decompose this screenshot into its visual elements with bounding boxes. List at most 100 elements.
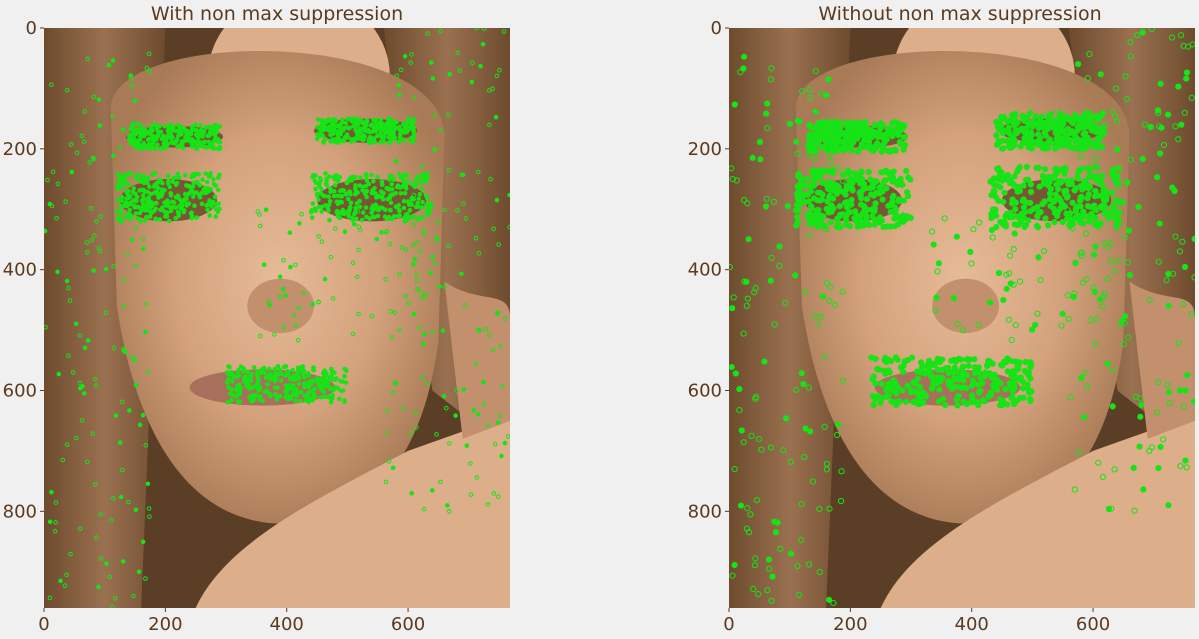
keypoint <box>1112 85 1120 92</box>
keypoint <box>971 398 978 406</box>
keypoint <box>73 321 79 327</box>
keypoint <box>294 371 300 377</box>
keypoint <box>268 393 273 399</box>
keypoint <box>893 401 900 409</box>
keypoint <box>932 307 939 314</box>
keypoint <box>109 604 115 608</box>
keypoint <box>810 195 818 202</box>
keypoint <box>338 193 344 199</box>
keypoint <box>1141 121 1149 128</box>
keypoint <box>154 189 159 194</box>
keypoint <box>173 205 179 210</box>
keypoint <box>266 299 272 304</box>
keypoint <box>843 132 850 139</box>
keypoint <box>816 569 823 576</box>
keypoint <box>839 288 846 295</box>
keypoint <box>98 214 103 219</box>
keypoint <box>446 167 452 173</box>
keypoint <box>160 190 165 196</box>
keypoint <box>930 241 937 248</box>
keypoint <box>355 274 360 280</box>
keypoint <box>233 394 239 400</box>
keypoint <box>414 278 420 283</box>
keypoint <box>496 494 501 500</box>
keypoint <box>199 201 205 207</box>
keypoint <box>54 216 59 221</box>
keypoint <box>353 183 358 188</box>
keypoint <box>419 295 425 301</box>
keypoint <box>960 327 967 334</box>
keypoint <box>143 302 149 307</box>
keypoint <box>883 185 890 192</box>
keypoint <box>411 222 416 227</box>
keypoint <box>880 224 887 231</box>
hand <box>195 414 510 608</box>
keypoint <box>343 120 349 126</box>
keypoint <box>126 182 131 187</box>
keypoint <box>354 216 359 222</box>
keypoint <box>1130 464 1137 471</box>
keypoint <box>404 172 410 177</box>
keypoint <box>389 216 395 222</box>
keypoint <box>487 88 492 93</box>
keypoint <box>425 31 430 36</box>
keypoint <box>329 396 335 401</box>
keypoint <box>1165 302 1172 309</box>
keypoint <box>280 286 286 292</box>
keypoint <box>309 215 315 220</box>
keypoint <box>1094 223 1102 230</box>
keypoint <box>138 134 143 139</box>
keypoint <box>180 145 186 151</box>
keypoint <box>975 364 982 371</box>
keypoint <box>948 357 955 364</box>
keypoint <box>796 591 803 599</box>
keypoint <box>115 178 120 183</box>
keypoint <box>968 260 975 267</box>
keypoint <box>133 382 139 388</box>
keypoint <box>1023 130 1030 137</box>
keypoint <box>1074 139 1081 146</box>
keypoint <box>885 148 892 155</box>
keypoint <box>165 173 171 179</box>
y-tick-label: 200 <box>3 139 37 160</box>
keypoint <box>146 51 152 57</box>
keypoint <box>322 381 327 387</box>
keypoint <box>1176 248 1184 255</box>
keypoint <box>394 73 400 79</box>
keypoint <box>836 203 844 210</box>
keypoint <box>498 343 503 349</box>
keypoint <box>150 140 156 146</box>
keypoint <box>1028 188 1035 196</box>
keypoint <box>410 243 416 248</box>
y-tick-label: 400 <box>3 260 37 281</box>
keypoint <box>968 382 976 389</box>
keypoint <box>1028 131 1036 139</box>
keypoint <box>889 133 896 140</box>
keypoint <box>194 132 199 137</box>
keypoint <box>319 239 325 244</box>
keypoint <box>926 369 933 376</box>
keypoint <box>416 325 422 330</box>
keypoint <box>1006 270 1013 277</box>
keypoint <box>780 447 787 454</box>
keypoint <box>310 175 315 180</box>
keypoint <box>998 116 1006 123</box>
keypoint <box>1172 123 1179 130</box>
keypoint <box>1086 218 1093 225</box>
keypoint <box>830 600 837 607</box>
keypoint <box>795 170 802 177</box>
keypoint <box>904 382 911 389</box>
keypoint <box>807 139 814 146</box>
x-tick-label: 400 <box>955 614 989 635</box>
keypoint <box>67 298 73 303</box>
keypoint <box>355 209 361 214</box>
keypoint <box>1094 164 1101 171</box>
keypoint <box>1084 75 1092 82</box>
keypoint <box>146 141 152 147</box>
keypoint <box>119 212 124 217</box>
keypoint <box>907 176 914 183</box>
keypoint <box>1069 225 1076 232</box>
keypoint <box>409 52 414 57</box>
keypoint <box>1069 220 1077 227</box>
keypoint <box>1115 183 1122 190</box>
